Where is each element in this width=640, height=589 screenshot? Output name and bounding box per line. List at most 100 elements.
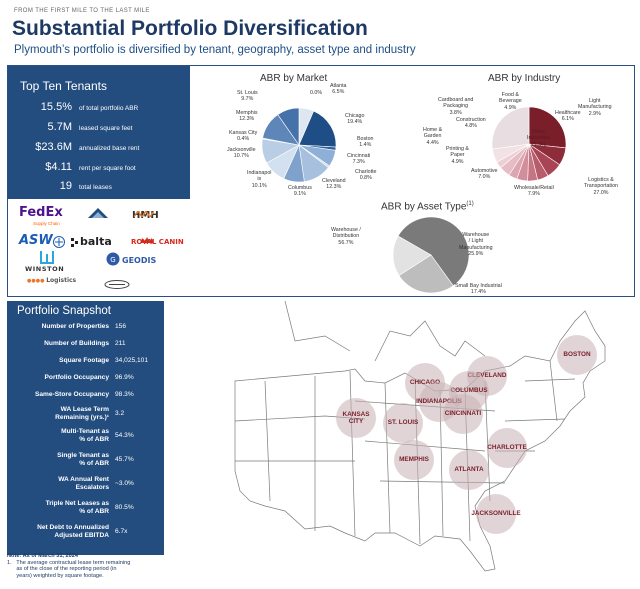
snapshot-title: Portfolio Snapshot <box>17 305 111 317</box>
top-tenants-title: Top Ten Tenants <box>20 79 107 93</box>
asset-pie <box>392 216 470 294</box>
map-city-jacksonville: JACKSONVILLE <box>471 494 521 534</box>
pie-slice-warehouse-light-manufacturing <box>398 254 454 294</box>
winston-logo: WINSTON <box>25 265 65 273</box>
industry-label-logistics: Logistics & Transportation 27.0% <box>584 177 618 196</box>
industry-label-home-garden: Home & Garden 4.4% <box>423 127 443 146</box>
snapshot-row-value: 211 <box>115 340 126 347</box>
snapshot-row-label: Net Debt to Annualized Adjusted EBITDA <box>37 524 109 539</box>
logistics-logo: ●●●● Logistics <box>27 277 77 284</box>
fedex-logo: FedEx <box>19 205 63 220</box>
pie-slice-other-industries <box>491 106 530 150</box>
map-city-kansas-city: KANSAS CITY <box>336 398 376 438</box>
page-title: Substantial Portfolio Diversification <box>12 17 368 40</box>
map-city-charlotte: CHARLOTTE <box>487 428 527 468</box>
snapshot-row-value: 156 <box>115 323 127 330</box>
industry-label-construction: Construction 4.8% <box>456 117 486 130</box>
market-label-zero: 0.0% <box>310 90 323 96</box>
balta-logo: balta <box>80 235 112 248</box>
industry-label-food: Food & Beverage 4.9% <box>499 92 522 111</box>
map-city-st-louis: ST. LOUIS <box>383 403 423 443</box>
snapshot-row-label: Number of Properties <box>41 323 109 330</box>
crown-icon <box>140 231 154 243</box>
snapshot-row-label: WA Lease Term Remaining (yrs.)¹ <box>55 406 109 421</box>
snapshot-row-value: 45.7% <box>115 456 134 463</box>
hmh-logo: HMH <box>132 210 159 221</box>
asset-label-light-mfg: Warehouse / Light Manufacturing 25.9% <box>459 232 493 258</box>
market-label-charlotte: Charlotte 0.8% <box>355 169 377 182</box>
snapshot-row-value: 34,025,101 <box>115 357 149 364</box>
snapshot-row-label: Square Footage <box>59 357 109 364</box>
industry-label-cardboard: Cardboard and Packaging 3.8% <box>438 97 474 116</box>
snapshot-row-value: 3.2 <box>115 410 125 417</box>
snapshot-row-label: Triple Net Leases as % of ABR <box>45 500 109 515</box>
geodis-logo: GEODIS <box>122 256 157 265</box>
us-map: BOSTON CHICAGO CLEVELAND COLUMBUS INDIAN… <box>165 300 635 584</box>
market-label-kansas-city: Kansas City 0.4% <box>229 130 258 143</box>
snapshot-row-label: Portfolio Occupancy <box>44 374 109 381</box>
industry-label-healthcare: Healthcare 6.1% <box>555 110 581 123</box>
market-label-jacksonville: Jacksonville 10.7% <box>227 147 256 160</box>
asset-label-distribution: Warehouse / Distribution 56.7% <box>331 227 361 246</box>
snapshot-row-value: 80.5% <box>115 504 134 511</box>
market-label-atlanta: Atlanta 6.5% <box>330 83 347 96</box>
market-label-st-louis: St. Louis 9.7% <box>237 90 258 103</box>
map-city-cincinnati: CINCINNATI <box>443 394 483 434</box>
market-label-columbus: Columbus 9.1% <box>288 185 312 198</box>
pie-slice-chicago <box>298 110 337 148</box>
snapshot-row-label: Single Tenant as % of ABR <box>57 452 109 467</box>
geodis-logo-icon: G <box>106 252 120 266</box>
pie-slice-logistics-transportation <box>528 106 567 149</box>
market-label-indianapolis: Indianapol is 10.1% <box>247 170 272 189</box>
industry-label-automotive: Automotive 7.0% <box>471 168 498 181</box>
royal-canin-logo: ROYAL CANIN <box>131 238 184 246</box>
page-subtitle: Plymouth’s portfolio is diversified by t… <box>14 44 416 56</box>
industry-label-other: Other Industries 27.5% <box>527 129 550 148</box>
map-city-memphis: MEMPHIS <box>394 440 434 480</box>
portfolio-snapshot-panel: Portfolio Snapshot Number of Properties 1… <box>7 301 164 555</box>
market-label-cleveland: Cleveland 12.3% <box>322 178 346 191</box>
snapshot-row-value: 98.3% <box>115 391 134 398</box>
market-label-chicago: Chicago 19.4% <box>345 113 365 126</box>
market-pie <box>261 107 337 183</box>
fedex-logo-sub: Supply Chain <box>33 221 60 226</box>
tenant-stat: $4.11 rent per square foot <box>45 161 136 173</box>
industry-label-light-mfg: Light Manufacturing 2.9% <box>578 98 612 117</box>
snapshot-row-value: 54.3% <box>115 432 134 439</box>
tenant-stat: $23.6M annualized base rent <box>35 141 140 153</box>
asw-logo: ASW <box>19 233 53 248</box>
top-panel <box>7 65 635 297</box>
industry-pie <box>491 106 567 182</box>
pie-charts <box>261 106 567 294</box>
snapshot-row-value: 6.7x <box>115 528 128 535</box>
snapshot-row-label: Same-Store Occupancy <box>34 391 109 398</box>
pie-slice-small-bay-industrial <box>392 235 432 276</box>
tenant-stat: 19 total leases <box>59 180 112 192</box>
map-city-boston: BOSTON <box>557 335 597 375</box>
map-city-atlanta: ATLANTA <box>449 450 489 490</box>
abr-asset-title: ABR by Asset Type(1) <box>381 201 474 213</box>
asset-label-small-bay: Small Bay Industrial 17.4% <box>455 283 502 296</box>
abr-market-title: ABR by Market <box>260 73 328 84</box>
market-label-cincinnati: Cincinnati 7.3% <box>347 153 371 166</box>
svg-text:G: G <box>110 256 115 264</box>
industry-label-printing: Printing & Paper 4.9% <box>446 146 469 165</box>
snapshot-row-label: Multi-Tenant as % of ABR <box>61 428 109 443</box>
snapshot-row-label: Number of Buildings <box>44 340 109 347</box>
company-logo-icon <box>86 206 110 220</box>
winston-logo-icon <box>40 250 54 264</box>
header-kicker: FROM THE FIRST MILE TO THE LAST MILE <box>14 8 150 14</box>
snapshot-row-label: WA Annual Rent Escalators <box>58 476 109 491</box>
abr-industry-title: ABR by Industry <box>488 73 561 84</box>
pie-slice-st-louis <box>277 107 300 146</box>
hmh-logo-icon <box>133 204 155 219</box>
industry-label-wholesale: Wholesale/Retail 7.9% <box>514 185 554 198</box>
snapshot-row-value: 96.9% <box>115 374 134 381</box>
tenant-stat: 15.5% of total portfolio ABR <box>40 101 139 113</box>
snapshot-note: Note: As of March 31, 2024 1. The averag… <box>7 553 131 579</box>
top-tenants-panel: Top Ten Tenants 15.5% of total portfolio … <box>8 66 190 199</box>
tenant-stat: 5.7M leased square feet <box>47 121 133 133</box>
balta-logo-icon <box>70 235 79 247</box>
pie-slice-warehouse-distribution <box>397 216 470 287</box>
asw-logo-icon <box>53 235 65 248</box>
